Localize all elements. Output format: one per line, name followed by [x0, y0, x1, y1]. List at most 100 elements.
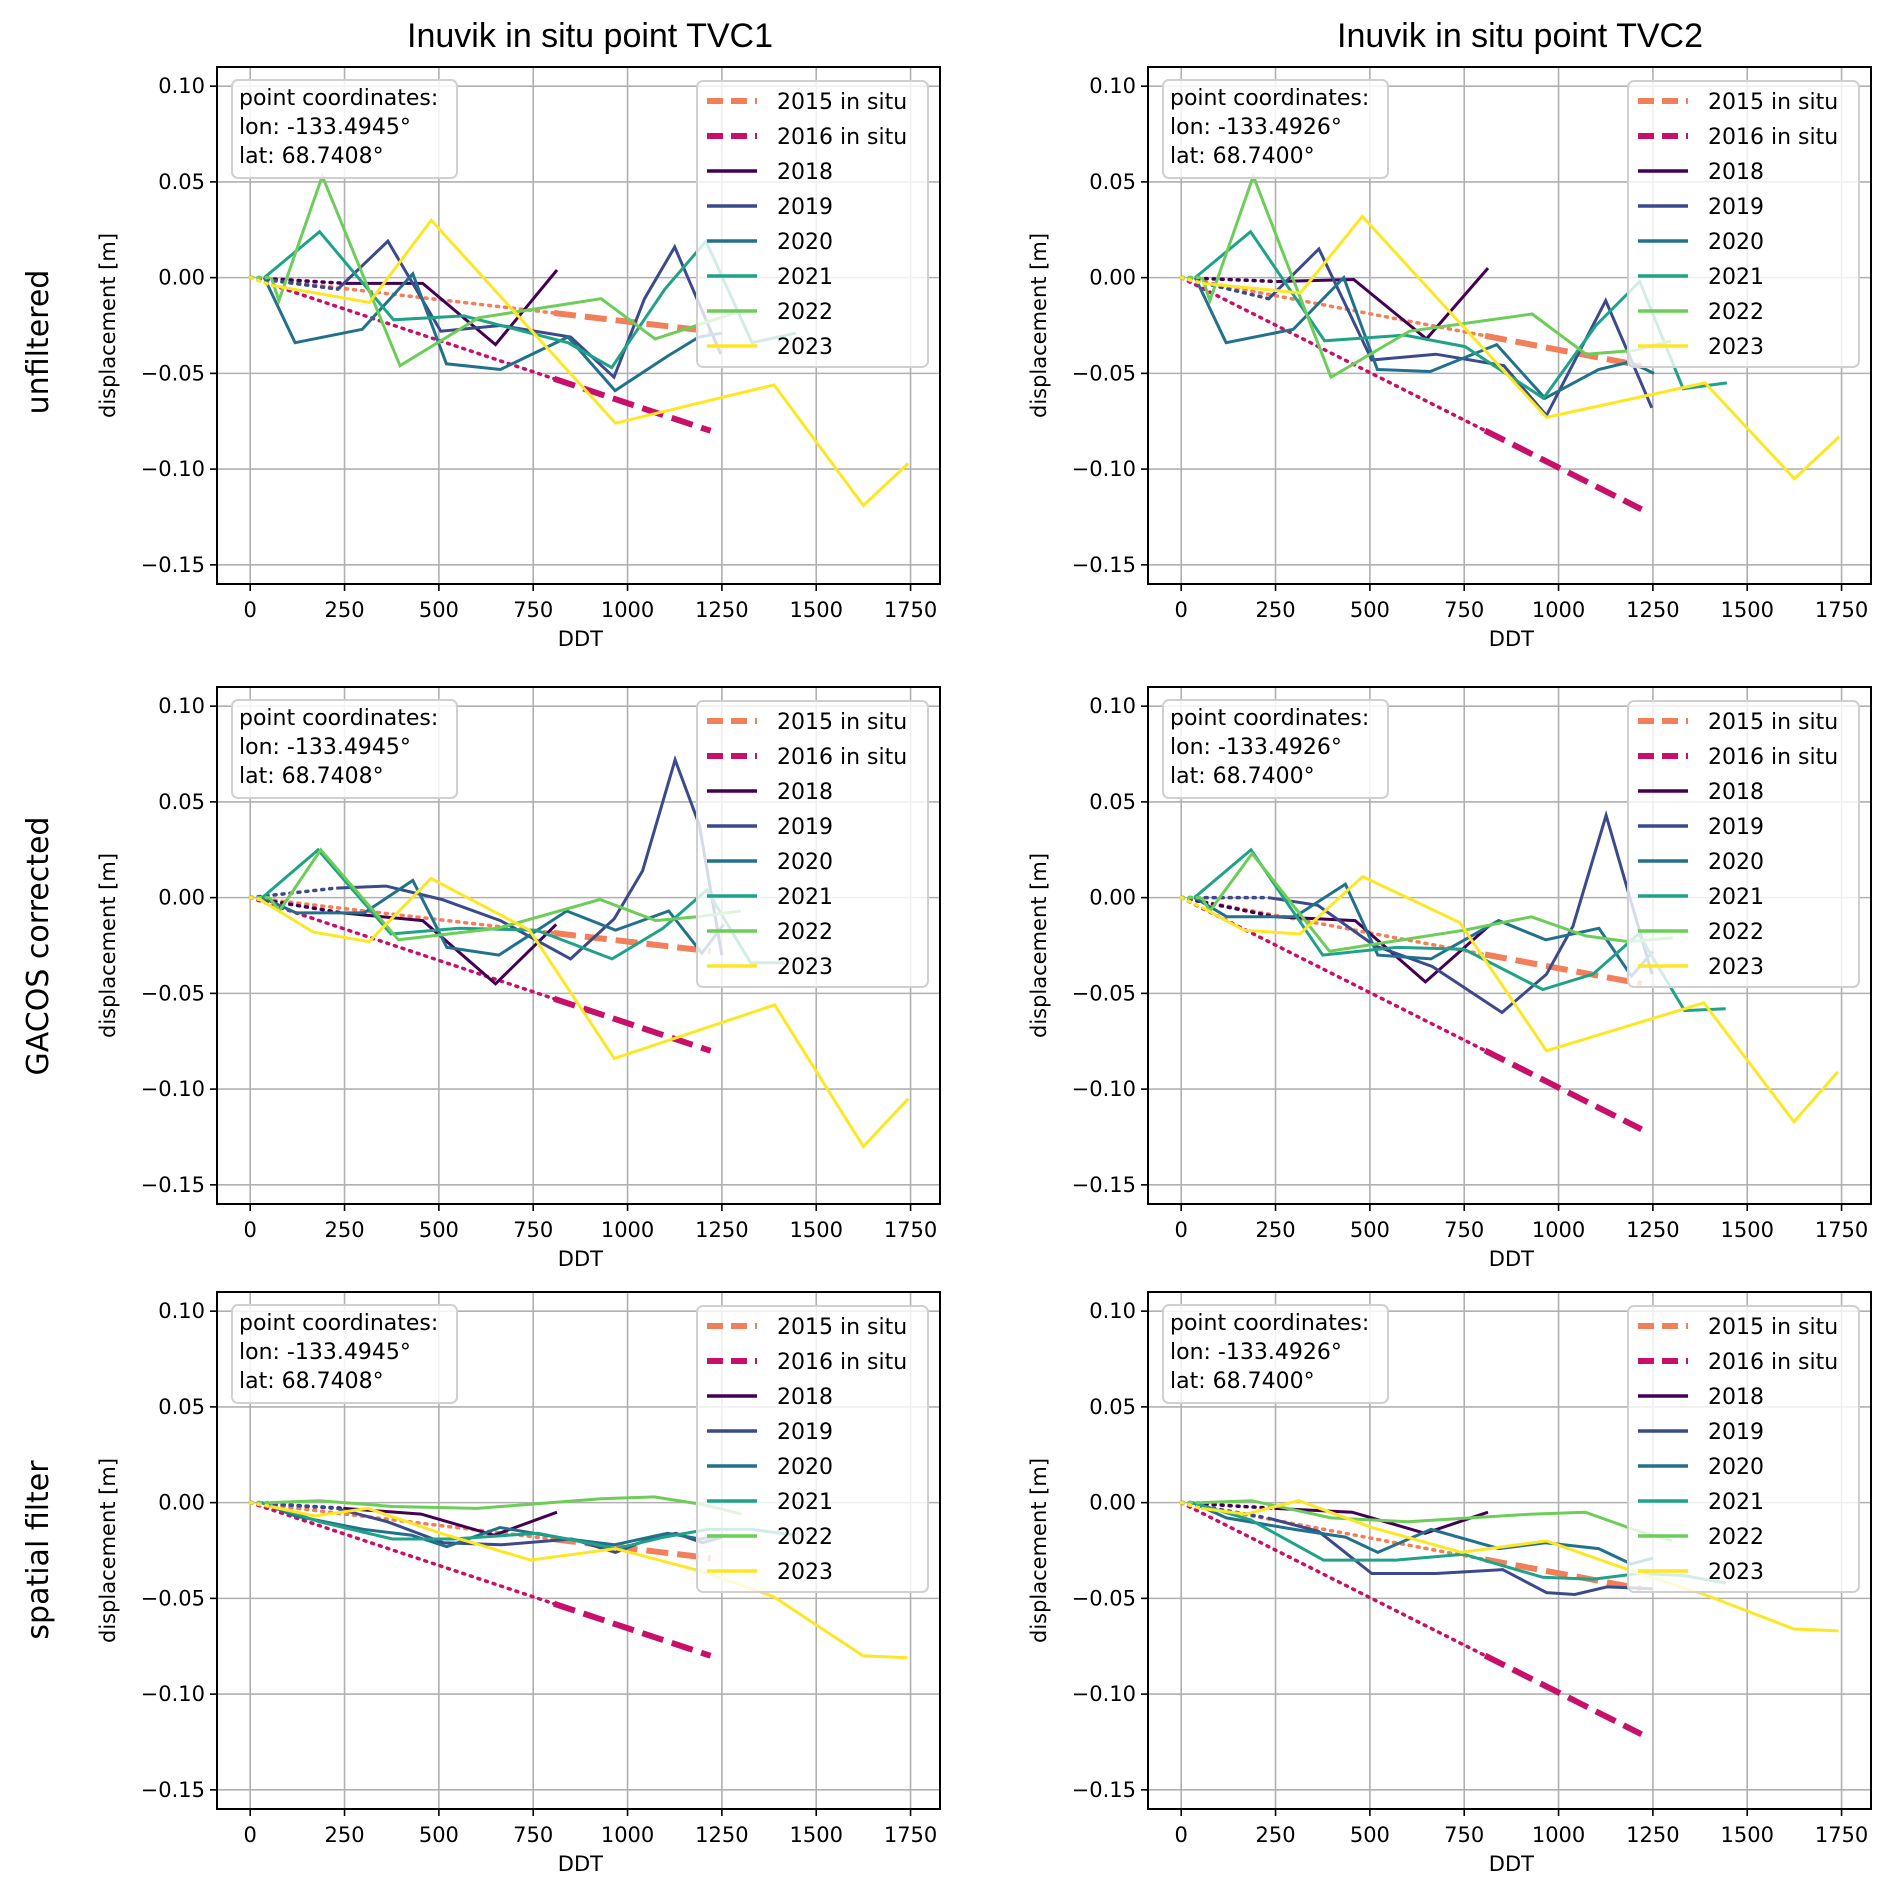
legend-label: 2023	[1708, 1560, 1764, 1585]
x-tick-label: 1000	[601, 598, 654, 622]
y-axis-label: displacement [m]	[96, 1458, 120, 1643]
info-line-1: lon: -133.4926°	[1170, 115, 1342, 140]
series-2023-start-dotted	[1179, 895, 1204, 909]
plot-area	[248, 1495, 908, 1660]
insitu-2016-in-situ-dotted	[248, 275, 556, 381]
y-tick-label: 0.00	[158, 1491, 205, 1515]
series-2019-line	[336, 238, 723, 380]
axes-frame	[1147, 66, 1872, 585]
series-2020-line	[1193, 274, 1655, 401]
y-axis-label: displacement [m]	[96, 233, 120, 418]
x-tick-label: 500	[419, 598, 459, 622]
y-axis-label: displacement [m]	[1027, 233, 1051, 418]
insitu-2016-in-situ-dotted	[1179, 275, 1487, 433]
series-2018-start-dotted	[1179, 895, 1277, 919]
y-tick-label: −0.05	[141, 1586, 205, 1610]
info-line-2: lat: 68.7408°	[239, 764, 384, 789]
y-axis-label: displacement [m]	[1027, 1458, 1051, 1643]
x-tick-label: 1750	[1815, 598, 1868, 622]
series-2020-line	[1193, 882, 1655, 979]
x-tick-label: 250	[324, 1823, 364, 1847]
info-line-1: lon: -133.4945°	[239, 115, 411, 140]
legend-label: 2020	[1708, 230, 1764, 255]
info-line-0: point coordinates:	[239, 706, 438, 731]
coordinates-info-box: point coordinates: lon: -133.4926° lat: 68…	[1162, 79, 1389, 179]
series-2023-line	[269, 1505, 908, 1660]
legend-label: 2015 in situ	[1708, 710, 1838, 735]
y-tick-label: −0.15	[1072, 1778, 1136, 1802]
x-tick-label: 0	[244, 1218, 257, 1242]
x-tick-label: 500	[419, 1218, 459, 1242]
info-box-frame	[1162, 79, 1389, 179]
x-tick-label: 500	[1350, 1218, 1390, 1242]
coordinates-info-box: point coordinates: lon: -133.4945° lat: 68…	[231, 699, 458, 799]
series-2020-line	[261, 878, 725, 957]
legend-label: 2018	[1708, 1385, 1764, 1410]
y-tick-label: 0.05	[1089, 1395, 1136, 1419]
insitu-2015-in-situ-dashed	[553, 930, 711, 955]
column-title-tvc1: Inuvik in situ point TVC1	[407, 17, 773, 55]
insitu-2015-in-situ-dashed	[1484, 332, 1643, 369]
series-2023-start-dotted	[1179, 1500, 1203, 1511]
x-tick-label: 1000	[1532, 1218, 1585, 1242]
x-axis-label: DDT	[558, 627, 603, 651]
series-2019-line	[1267, 1516, 1653, 1597]
panel-2-0: 0 250 500 750 1000 1250 1500 1750 0.10 0.05 0.00 −0…	[96, 1291, 941, 1876]
info-line-2: lat: 68.7400°	[1170, 764, 1315, 789]
x-tick-label: 250	[324, 598, 364, 622]
x-tick-label: 500	[1350, 598, 1390, 622]
y-tick-label: 0.00	[1089, 886, 1136, 910]
x-tick-label: 750	[513, 1823, 553, 1847]
legend-frame	[1627, 1305, 1860, 1593]
info-line-0: point coordinates:	[1170, 86, 1369, 111]
x-tick-label: 1000	[601, 1218, 654, 1242]
y-tick-label: 0.00	[158, 886, 205, 910]
x-tick-label: 1750	[1815, 1218, 1868, 1242]
panel-1-1: 0 250 500 750 1000 1250 1500 1750 0.10 0.05 0.00 −0…	[1027, 686, 1872, 1271]
legend-label: 2016 in situ	[1708, 125, 1838, 150]
x-tick-label: 750	[1444, 598, 1484, 622]
legend-label: 2019	[1708, 1420, 1764, 1445]
info-line-0: point coordinates:	[239, 1311, 438, 1336]
series-2023-line	[1201, 1499, 1839, 1633]
y-axis-label: displacement [m]	[1027, 853, 1051, 1038]
legend-frame	[696, 700, 929, 988]
y-tick-label: −0.05	[1072, 361, 1136, 385]
insitu-2015-in-situ-dashed	[1484, 951, 1643, 987]
column-title-tvc2: Inuvik in situ point TVC2	[1337, 17, 1703, 55]
x-tick-label: 0	[244, 598, 257, 622]
x-tick-label: 250	[1255, 598, 1295, 622]
y-tick-label: 0.10	[158, 1299, 205, 1323]
info-box-frame	[231, 1304, 458, 1404]
legend-label: 2015 in situ	[1708, 1315, 1838, 1340]
y-tick-label: −0.10	[1072, 1682, 1136, 1706]
y-tick-label: −0.10	[141, 1682, 205, 1706]
legend-label: 2022	[777, 300, 833, 325]
info-line-2: lat: 68.7408°	[239, 144, 384, 169]
series-2023-line	[271, 217, 910, 508]
y-tick-label: −0.15	[141, 553, 205, 577]
series-2023-start-dotted	[248, 1500, 272, 1509]
info-line-2: lat: 68.7400°	[1170, 1369, 1315, 1394]
y-tick-label: −0.05	[141, 361, 205, 385]
legend-label: 2018	[777, 780, 833, 805]
x-axis-label: DDT	[558, 1247, 603, 1271]
y-tick-label: 0.10	[158, 694, 205, 718]
legend-label: 2022	[1708, 920, 1764, 945]
series-2020-line	[262, 270, 723, 393]
row-label-spatial-filter: spatial filter	[21, 1460, 56, 1640]
legend-label: 2023	[1708, 955, 1764, 980]
x-tick-label: 250	[324, 1218, 364, 1242]
x-tick-label: 1500	[1721, 1823, 1774, 1847]
info-line-0: point coordinates:	[239, 86, 438, 111]
x-tick-label: 0	[1175, 1218, 1188, 1242]
legend-label: 2015 in situ	[1708, 90, 1838, 115]
legend-label: 2019	[1708, 815, 1764, 840]
y-tick-label: −0.10	[141, 457, 205, 481]
info-line-1: lon: -133.4926°	[1170, 735, 1342, 760]
legend-label: 2021	[777, 885, 833, 910]
x-tick-label: 750	[513, 1218, 553, 1242]
y-tick-label: −0.15	[141, 1173, 205, 1197]
y-tick-label: −0.10	[1072, 457, 1136, 481]
x-axis-label: DDT	[1489, 1247, 1534, 1271]
